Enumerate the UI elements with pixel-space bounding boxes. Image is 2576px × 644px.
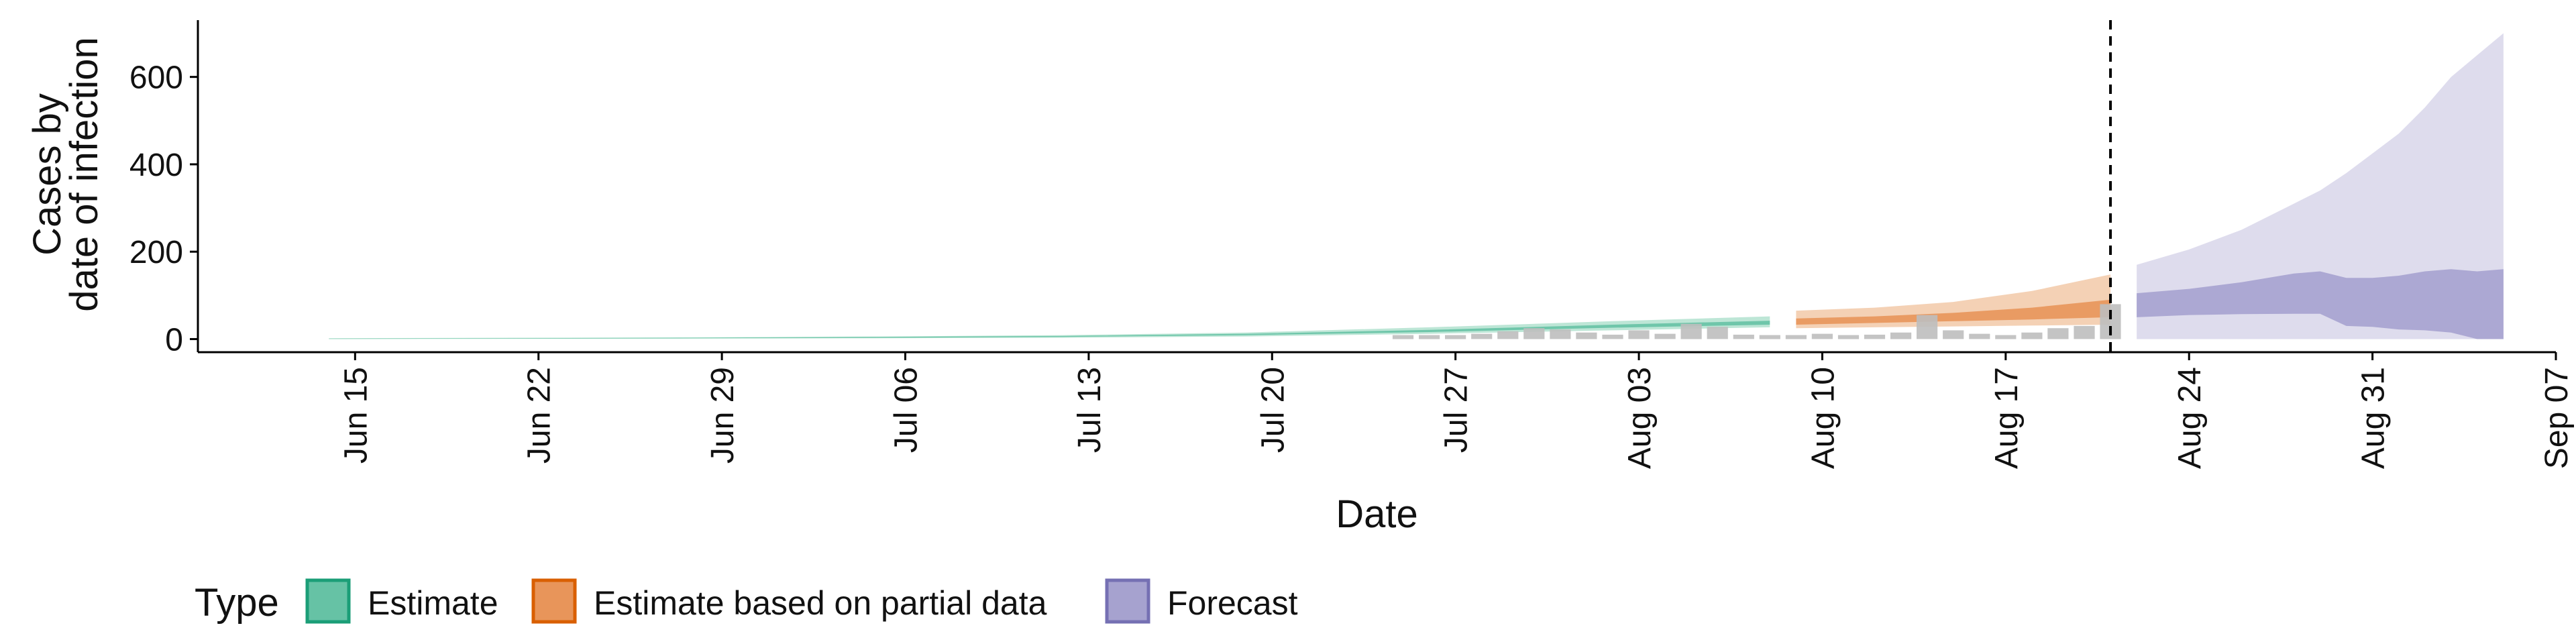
x-tick-label: Aug 10 [1805,367,1841,469]
observed-bar [1471,333,1493,339]
x-tick-label: Jul 20 [1255,367,1291,453]
x-tick-label: Aug 31 [2356,367,2392,469]
observed-cases [1392,304,2121,339]
legend: Type Estimate Estimate based on partial d… [195,578,1298,625]
y-axis-label-line2: date of infection [62,37,106,312]
observed-bar [1654,333,1676,339]
observed-bar [1523,328,1545,339]
legend-label-0: Estimate [368,584,498,622]
legend-key-2 [1105,578,1150,624]
x-tick-label: Jun 22 [522,367,557,464]
legend-key-1 [531,578,577,624]
legend-title: Type [195,581,279,625]
x-tick-label: Aug 03 [1622,367,1658,469]
observed-bar [1445,335,1466,339]
observed-bar [2047,328,2069,339]
observed-bar [1811,333,1833,339]
observed-bar [2074,325,2095,339]
observed-bar [1707,327,1728,339]
observed-bar [1733,334,1754,339]
observed-bar [1576,332,1597,339]
band-inner-0 [329,321,1770,339]
observed-bar [1995,335,2017,339]
observed-bar [1497,331,1519,339]
x-tick-label: Jun 15 [338,367,374,464]
observed-bar [1550,329,1571,339]
observed-bar [1917,315,1938,339]
x-tick-label: Jul 27 [1439,367,1474,453]
x-tick-label: Jun 29 [705,367,741,464]
observed-bar [1680,323,1702,339]
x-tick-label: Jul 13 [1072,367,1108,453]
legend-label-2: Forecast [1167,584,1298,622]
observed-bar [1864,334,1886,339]
y-tick-label: 400 [129,148,183,183]
x-tick-label: Aug 17 [1989,367,2025,469]
band-inner-1 [1796,299,2111,325]
y-tick-label: 0 [165,322,183,358]
observed-bar [1785,335,1807,339]
x-axis-label: Date [1336,492,1418,536]
band-inner-2 [2137,269,2504,339]
legend-label-1: Estimate based on partial data [594,584,1047,622]
x-tick-label: Jul 06 [889,367,924,453]
axes [197,20,2556,354]
legend-key-0 [305,578,351,624]
observed-bar [2021,332,2043,339]
observed-bar [1969,333,1990,339]
observed-bar [1628,330,1650,339]
x-axis-ticks: Jun 15 Jun 22 Jun 29 Jul 06 Jul 13 Jul 20 Jul … [338,352,2575,469]
band-outer-0 [329,316,1770,339]
x-tick-label: Sep 07 [2539,367,2575,469]
observed-bar [1392,335,1414,339]
y-tick-label: 200 [129,235,183,270]
y-axis-label-line1: Cases by [25,93,69,256]
observed-bar [1943,330,1964,339]
observed-bar [1759,335,1780,339]
band-outer-2 [2137,33,2504,339]
observed-bar [1890,332,1912,339]
x-tick-label: Aug 24 [2172,367,2208,469]
y-axis-ticks: 0 200 400 600 [129,60,198,358]
observed-bar [1602,334,1623,339]
uncertainty-bands [329,33,2504,339]
observed-bar [1837,335,1860,339]
y-tick-label: 600 [129,60,183,96]
observed-bar [1419,335,1440,339]
